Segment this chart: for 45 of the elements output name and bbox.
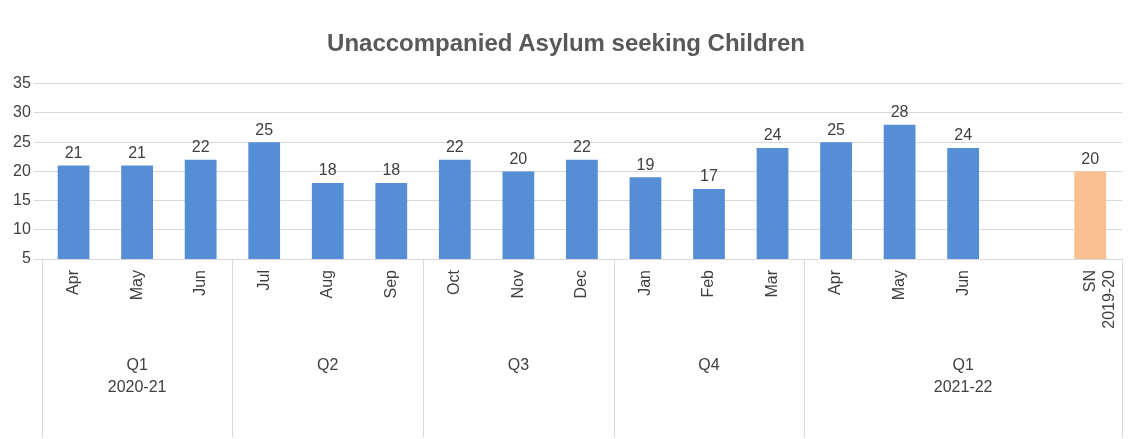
- y-tick-label: 10: [13, 220, 31, 238]
- x-tick-label: SN 2019-20: [1080, 269, 1117, 329]
- text: Q4: [698, 356, 720, 374]
- text: Q1 2021-22: [933, 356, 993, 396]
- data-label: 24: [763, 126, 782, 144]
- x-tick-label: Feb: [699, 269, 717, 298]
- data-label: 20: [1081, 149, 1100, 167]
- x-tick-label: Dec: [572, 270, 590, 299]
- chart-title: Unaccompanied Asylum seeking Children: [327, 29, 805, 57]
- data-label: 19: [636, 155, 655, 173]
- data-label: 28: [890, 103, 909, 121]
- y-tick-label: 5: [21, 249, 31, 267]
- data-label: 25: [827, 120, 846, 138]
- data-label: 21: [64, 143, 83, 161]
- x-tick-label: Mar: [762, 269, 780, 298]
- x-tick-label: Jan: [635, 270, 653, 296]
- x-tick-label: May: [127, 270, 145, 301]
- data-label: 20: [509, 149, 528, 167]
- x-tick-label: Sep: [381, 269, 399, 299]
- data-label: 22: [191, 138, 210, 156]
- x-tick-label: Apr: [826, 269, 844, 295]
- data-label: 18: [318, 161, 337, 179]
- data-label: 22: [445, 138, 464, 156]
- data-label: 18: [382, 161, 401, 179]
- y-tick-label: 30: [13, 103, 31, 121]
- y-tick-label: 35: [13, 74, 31, 92]
- text: Q2: [317, 356, 339, 374]
- x-tick-label: Apr: [63, 269, 81, 295]
- x-tick-label: May: [890, 270, 908, 301]
- data-label: 25: [255, 120, 274, 138]
- data-label: 17: [700, 167, 718, 185]
- x-tick-label: Jul: [254, 270, 272, 291]
- y-tick-label: 20: [13, 161, 31, 179]
- data-label: 22: [573, 138, 591, 156]
- x-tick-label: Jun: [191, 270, 209, 296]
- y-tick-label: 15: [13, 191, 31, 209]
- x-tick-label: Nov: [508, 270, 526, 299]
- text: Q1 2020-21: [107, 356, 167, 396]
- text: Q3: [507, 356, 530, 374]
- x-tick-label: Aug: [318, 270, 336, 299]
- data-label: 24: [954, 126, 973, 144]
- x-tick-label: Oct: [445, 269, 463, 295]
- x-tick-label: Jun: [953, 270, 971, 296]
- data-label: 21: [128, 143, 147, 161]
- y-tick-label: 25: [13, 132, 31, 150]
